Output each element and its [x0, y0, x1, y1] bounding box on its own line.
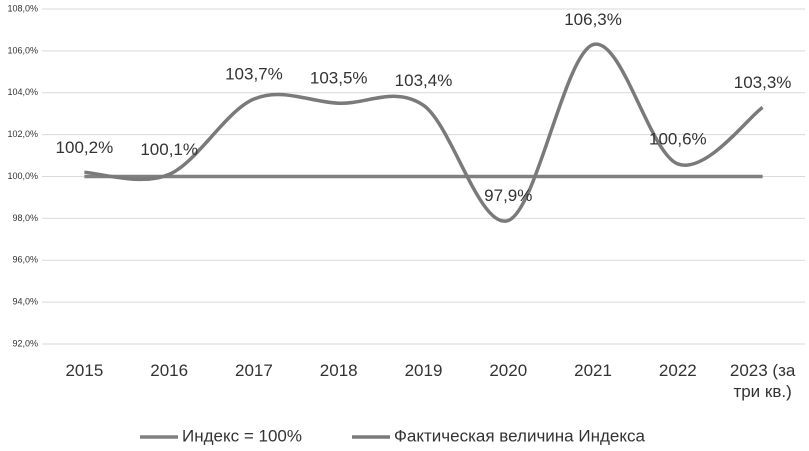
data-label: 106,3%: [564, 10, 622, 29]
data-label: 100,2%: [56, 138, 114, 157]
y-tick-label: 100,0%: [7, 171, 38, 181]
x-tick-label: 2016: [150, 361, 189, 380]
data-label: 103,7%: [225, 65, 283, 84]
y-tick-label: 108,0%: [7, 3, 38, 13]
y-tick-label: 98,0%: [12, 213, 38, 223]
data-label: 97,9%: [484, 186, 532, 205]
data-label: 103,4%: [395, 71, 453, 90]
data-label: 103,5%: [310, 69, 368, 88]
x-tick-label: 2018: [319, 361, 358, 380]
series-line: [84, 42, 764, 223]
data-label: 100,1%: [140, 140, 198, 159]
x-tick-label: 2022: [658, 361, 697, 380]
y-tick-label: 94,0%: [12, 297, 38, 307]
x-tick-label: 2021: [574, 361, 612, 380]
y-tick-label: 104,0%: [7, 87, 38, 97]
y-tick-label: 102,0%: [7, 129, 38, 139]
x-tick-label: 2023 (за три кв.): [729, 361, 796, 401]
legend-label: Фактическая величина Индекса: [394, 426, 645, 445]
y-tick-label: 96,0%: [12, 255, 38, 265]
y-tick-label: 106,0%: [7, 45, 38, 55]
data-label: 103,3%: [734, 73, 792, 92]
x-tick-label: 2015: [65, 361, 104, 380]
data-label: 100,6%: [649, 129, 707, 148]
legend-label: Индекс = 100%: [182, 426, 302, 445]
x-tick-label: 2017: [235, 361, 273, 380]
x-tick-label: 2020: [489, 361, 528, 380]
x-tick-label: 2019: [404, 361, 443, 380]
y-tick-label: 92,0%: [12, 338, 38, 348]
